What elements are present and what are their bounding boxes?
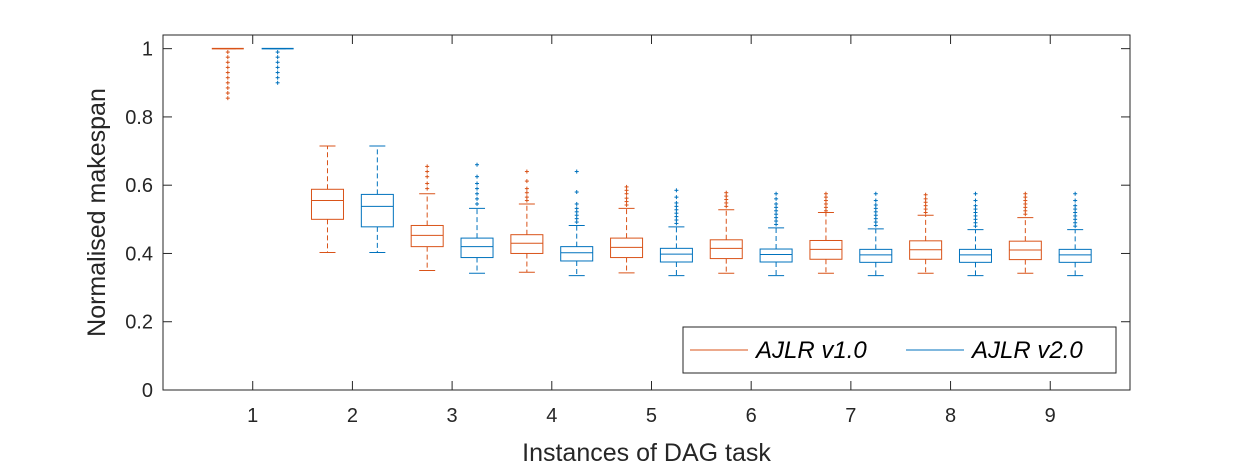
box-1-7 (809, 191, 843, 274)
box-1-8 (909, 192, 943, 274)
x-tick-label: 8 (945, 405, 956, 427)
y-axis-title: Normalised makespan (83, 88, 111, 337)
legend-label-series-2: AJLR v2.0 (970, 337, 1083, 364)
y-tick-label: 0.4 (125, 243, 153, 265)
legend: AJLR v1.0 AJLR v2.0 (682, 326, 1117, 374)
box-1-6 (709, 190, 743, 274)
box-2-2 (360, 145, 394, 253)
legend-box (682, 326, 1117, 374)
x-tick-label: 3 (447, 405, 458, 427)
iqr-box (360, 193, 394, 228)
iqr-box (709, 239, 743, 260)
iqr-box (859, 248, 893, 263)
y-tick-label: 0.8 (125, 107, 153, 129)
box-2-1 (261, 47, 294, 85)
iqr-box (659, 247, 693, 263)
boxes-layer (211, 47, 1092, 277)
axes-layer: 0 0.2 0.4 0.6 0.8 1 1 2 3 4 5 6 7 8 9 (125, 35, 1130, 427)
iqr-box (809, 239, 843, 260)
x-tick-label: 6 (746, 405, 757, 427)
iqr-box (759, 248, 793, 263)
x-tick-label: 1 (247, 405, 258, 427)
iqr-box (560, 246, 594, 262)
y-tick-label: 0.6 (125, 175, 153, 197)
x-tick-label: 4 (546, 405, 557, 427)
legend-label-series-1: AJLR v1.0 (754, 337, 867, 364)
box-1-3 (410, 164, 444, 272)
iqr-box (460, 237, 494, 259)
box-1-9 (1008, 191, 1042, 274)
plot-frame (162, 34, 1131, 391)
iqr-box (958, 248, 992, 263)
x-tick-label: 7 (845, 405, 856, 427)
y-tick-label: 0 (142, 380, 153, 402)
box-2-5 (659, 188, 693, 277)
box-1-5 (610, 184, 644, 274)
x-tick-label: 9 (1045, 405, 1056, 427)
box-2-8 (958, 191, 992, 277)
iqr-box (1058, 248, 1092, 263)
iqr-box (610, 237, 644, 259)
x-tick-label: 2 (347, 405, 358, 427)
x-axis-title: Instances of DAG task (522, 439, 771, 467)
x-tick-label: 5 (646, 405, 657, 427)
iqr-box (510, 234, 544, 254)
box-2-4 (560, 169, 594, 277)
y-tick-label: 0.2 (125, 312, 153, 334)
box-1-1 (211, 47, 244, 101)
box-1-2 (310, 145, 344, 253)
box-1-4 (510, 169, 544, 273)
y-tick-label: 1 (142, 39, 153, 61)
iqr-box (310, 188, 344, 220)
iqr-box (410, 224, 444, 248)
box-2-7 (859, 191, 893, 277)
box-2-9 (1058, 191, 1092, 277)
box-2-3 (460, 162, 494, 274)
box-2-6 (759, 191, 793, 277)
